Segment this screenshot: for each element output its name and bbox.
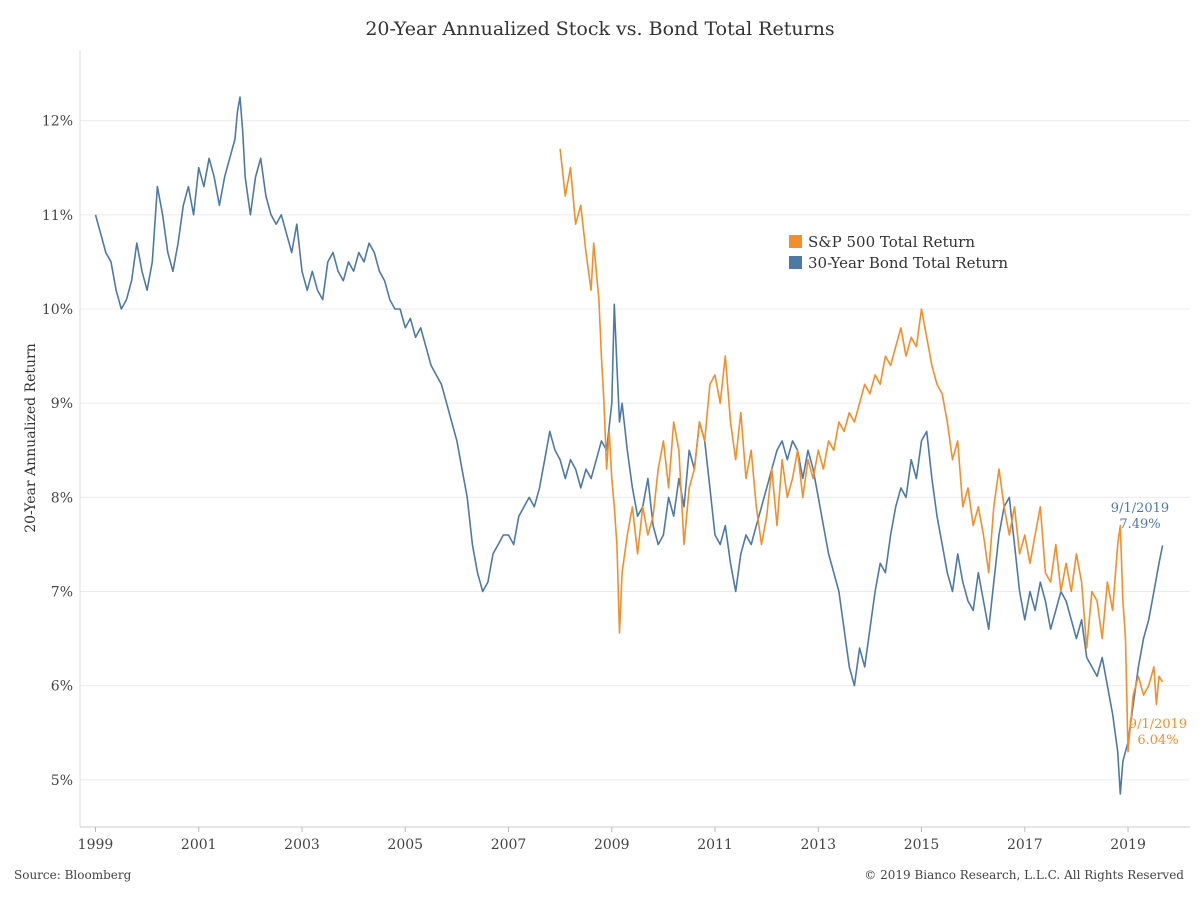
x-tick-label: 2003 [284,837,320,853]
y-axis-label: 20-Year Annualized Return [23,343,39,533]
y-tick-label: 5% [51,773,73,789]
x-tick-label: 2019 [1110,837,1146,853]
y-tick-label: 11% [42,208,73,224]
x-tick-label: 2007 [491,837,527,853]
legend-swatch [789,235,802,248]
x-tick-label: 2011 [697,837,733,853]
series-lines [94,96,1164,795]
annotation-date: 9/1/2019 [1129,717,1187,732]
x-tick-label: 2013 [800,837,836,853]
annotation-value: 6.04% [1137,733,1178,748]
series-line-bond30 [94,96,1164,795]
series-line-sp500 [559,148,1164,753]
axis-ticks: 5% 6% 7% 8% 9% 10% 11% 12% 1999 2001 2003 2005 2007 2… [42,114,1146,853]
y-tick-label: 12% [42,114,73,130]
y-tick-label: 7% [51,585,73,601]
legend-label: 30-Year Bond Total Return [808,254,1008,272]
x-tick-label: 2009 [594,837,630,853]
copyright-note: © 2019 Bianco Research, L.L.C. All Right… [864,868,1184,882]
y-tick-label: 10% [42,302,73,318]
x-tick-label: 2017 [1007,837,1043,853]
x-tick-label: 1999 [78,837,114,853]
legend-label: S&P 500 Total Return [808,233,975,251]
y-tick-label: 6% [51,679,73,695]
annotation-date: 9/1/2019 [1111,501,1169,516]
annotation-value: 7.49% [1119,517,1160,532]
y-tick-label: 9% [51,396,73,412]
x-tick-label: 2001 [181,837,217,853]
chart-title: 20-Year Annualized Stock vs. Bond Total … [365,18,835,40]
y-tick-label: 8% [51,490,73,506]
x-tick-label: 2015 [904,837,940,853]
x-tick-label: 2005 [387,837,423,853]
legend-swatch [789,256,802,269]
legend: S&P 500 Total Return 30-Year Bond Total R… [789,233,1008,272]
gridlines [80,120,1190,781]
source-note: Source: Bloomberg [14,868,132,882]
